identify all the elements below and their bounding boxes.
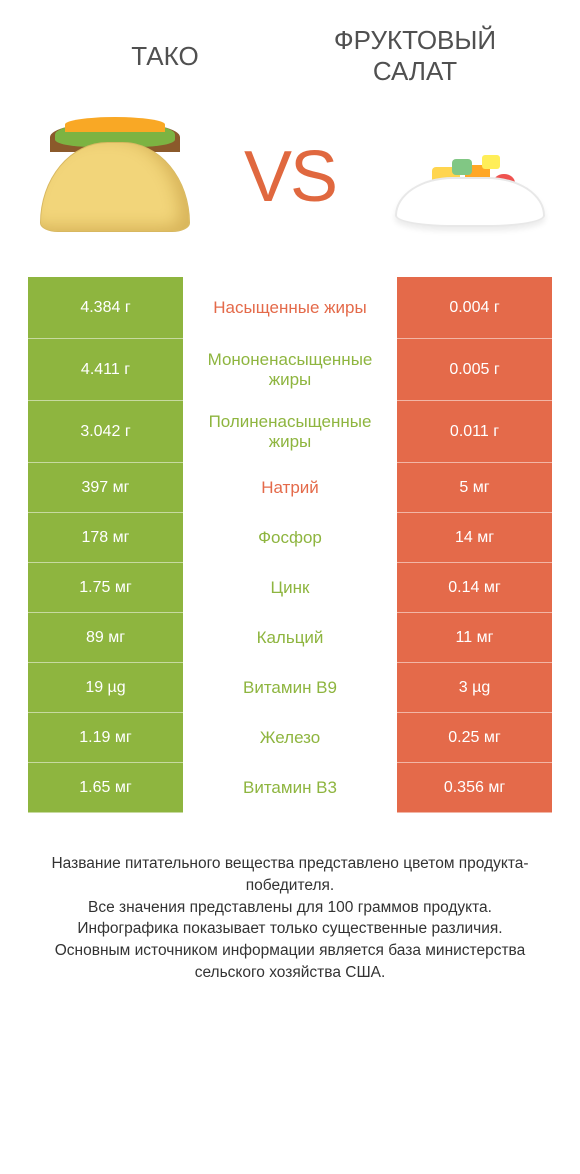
vs-label: VS — [244, 136, 336, 218]
left-product-title: ТАКО — [40, 41, 290, 72]
right-value-cell: 0.14 мг — [397, 563, 552, 613]
right-value-cell: 0.005 г — [397, 339, 552, 401]
nutrient-label: Насыщенные жиры — [183, 277, 397, 339]
nutrient-label: Полиненасыщенные жиры — [183, 401, 397, 463]
nutrient-label: Кальций — [183, 613, 397, 663]
taco-image — [30, 107, 200, 247]
left-value-cell: 3.042 г — [28, 401, 183, 463]
table-row: 3.042 гПолиненасыщенные жиры0.011 г — [28, 401, 552, 463]
nutrient-label: Мононенасыщенные жиры — [183, 339, 397, 401]
right-value-cell: 5 мг — [397, 463, 552, 513]
footnote: Название питательного вещества представл… — [0, 813, 580, 983]
left-value-cell: 19 µg — [28, 663, 183, 713]
table-row: 4.384 гНасыщенные жиры0.004 г — [28, 277, 552, 339]
nutrient-label: Витамин B9 — [183, 663, 397, 713]
left-value-cell: 178 мг — [28, 513, 183, 563]
footnote-line: Все значения представлены для 100 граммо… — [20, 897, 560, 919]
table-row: 4.411 гМононенасыщенные жиры0.005 г — [28, 339, 552, 401]
nutrient-label: Фосфор — [183, 513, 397, 563]
nutrient-label: Железо — [183, 713, 397, 763]
nutrition-table: 4.384 гНасыщенные жиры0.004 г4.411 гМоно… — [0, 277, 580, 813]
right-value-cell: 0.004 г — [397, 277, 552, 339]
footnote-line: Основным источником информации является … — [20, 940, 560, 983]
right-value-cell: 11 мг — [397, 613, 552, 663]
nutrient-label: Витамин B3 — [183, 763, 397, 813]
header: ТАКО ФРУКТОВЫЙ САЛАТ — [0, 0, 580, 97]
left-value-cell: 1.65 мг — [28, 763, 183, 813]
table-row: 1.19 мгЖелезо0.25 мг — [28, 713, 552, 763]
left-value-cell: 4.384 г — [28, 277, 183, 339]
right-value-cell: 0.011 г — [397, 401, 552, 463]
table-row: 397 мгНатрий5 мг — [28, 463, 552, 513]
left-value-cell: 397 мг — [28, 463, 183, 513]
footnote-line: Инфографика показывает только существенн… — [20, 918, 560, 940]
left-value-cell: 4.411 г — [28, 339, 183, 401]
fruit-salad-image — [380, 107, 550, 247]
right-value-cell: 0.356 мг — [397, 763, 552, 813]
table-row: 89 мгКальций11 мг — [28, 613, 552, 663]
left-value-cell: 1.19 мг — [28, 713, 183, 763]
right-product-title: ФРУКТОВЫЙ САЛАТ — [290, 25, 540, 87]
nutrient-label: Натрий — [183, 463, 397, 513]
nutrient-label: Цинк — [183, 563, 397, 613]
images-row: VS — [0, 97, 580, 277]
right-value-cell: 3 µg — [397, 663, 552, 713]
right-value-cell: 0.25 мг — [397, 713, 552, 763]
footnote-line: Название питательного вещества представл… — [20, 853, 560, 896]
table-row: 1.75 мгЦинк0.14 мг — [28, 563, 552, 613]
table-row: 178 мгФосфор14 мг — [28, 513, 552, 563]
left-value-cell: 1.75 мг — [28, 563, 183, 613]
right-value-cell: 14 мг — [397, 513, 552, 563]
left-value-cell: 89 мг — [28, 613, 183, 663]
table-row: 19 µgВитамин B93 µg — [28, 663, 552, 713]
table-row: 1.65 мгВитамин B30.356 мг — [28, 763, 552, 813]
